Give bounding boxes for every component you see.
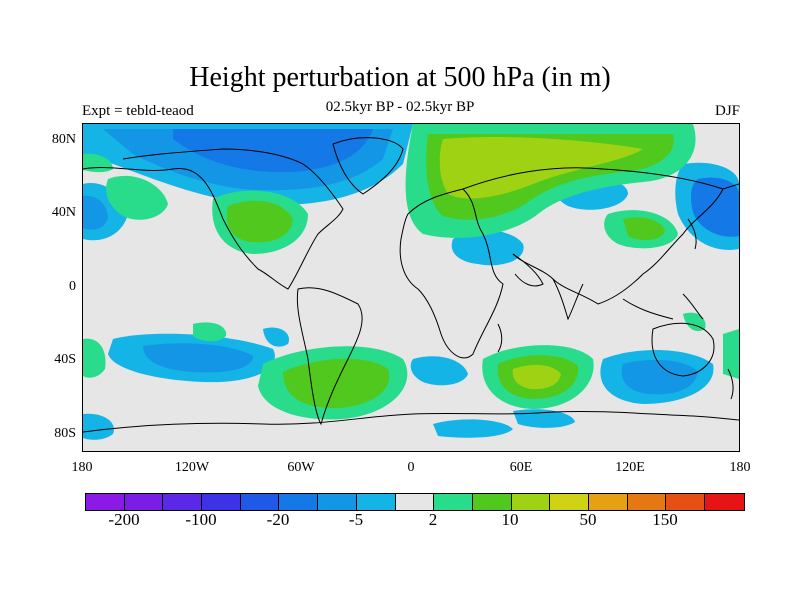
colorbar-label: -20 <box>266 510 290 529</box>
lat-label-40s: 40S <box>54 352 76 367</box>
s-ocean-low <box>83 413 114 440</box>
colorbar-cell <box>550 494 589 510</box>
lon-label-0: 0 <box>407 460 415 475</box>
colorbar-label: -200 <box>108 510 140 529</box>
new-zealand-coast <box>727 368 734 400</box>
antarctic-low <box>433 419 513 438</box>
lat-label-eq: 0 <box>69 279 76 294</box>
arabia-coast <box>512 253 544 287</box>
colorbar-cell <box>588 494 628 510</box>
colorbar-cell <box>124 494 164 510</box>
plot-title: Height perturbation at 500 hPa (in m) <box>189 62 611 93</box>
colorbar-label: 2 <box>428 510 438 529</box>
colorbar-cell <box>356 494 396 510</box>
experiment-label: Expt = tebld-teaod <box>82 103 194 119</box>
asia-coast <box>462 167 739 305</box>
colorbar-cell <box>434 494 473 510</box>
s-pacific-low-core <box>143 343 253 373</box>
s-indian-low-core <box>621 359 698 395</box>
japan-coast <box>687 218 697 250</box>
colorbar <box>85 493 745 511</box>
period-label: 02.5kyr BP - 02.5kyr BP <box>325 99 475 115</box>
n-pacific-low-core <box>83 195 108 230</box>
lon-label-180w: 180 <box>71 460 93 475</box>
lat-label-80n: 80N <box>51 132 76 147</box>
north-america-coast <box>83 148 344 290</box>
australia-high <box>683 312 706 332</box>
s-indian-high-center <box>512 364 561 390</box>
n-america-high-core <box>226 200 293 243</box>
lon-label-120e: 120E <box>615 460 645 475</box>
greenland-coast <box>332 137 404 195</box>
colorbar-cell <box>318 494 357 510</box>
se-asia-islands <box>622 293 704 320</box>
s-atlantic-low <box>410 356 468 386</box>
lon-label-60w: 60W <box>287 460 315 475</box>
lon-label-60e: 60E <box>509 460 533 475</box>
colorbar-cell <box>666 494 705 510</box>
colorbar-cell <box>472 494 512 510</box>
e-asia-high-core <box>623 217 665 241</box>
tropical-pacific-high <box>193 322 227 342</box>
colorbar-cell <box>86 494 125 510</box>
lat-label-40n: 40N <box>51 205 76 220</box>
lon-label-120w: 120W <box>174 460 210 475</box>
colorbar-cell <box>627 494 667 510</box>
se-pacific-high <box>83 338 106 378</box>
colorbar-label: 150 <box>652 510 678 529</box>
colorbar-label: -5 <box>348 510 364 529</box>
antarctica-coast <box>83 410 739 433</box>
se-pacific-low <box>263 327 289 347</box>
n-pacific-high <box>106 175 168 220</box>
eurasia-high-center <box>439 137 643 199</box>
colorbar-cell <box>511 494 551 510</box>
w-pacific-low-core <box>690 177 739 237</box>
far-east-high <box>723 329 739 379</box>
colorbar-cell <box>705 494 744 510</box>
lon-label-180e: 180 <box>729 460 751 475</box>
india-coast <box>552 278 584 321</box>
positive-anomaly-regions <box>83 124 739 420</box>
colorbar-cell <box>279 494 319 510</box>
south-america-coast <box>296 287 363 426</box>
colorbar-label: 50 <box>579 510 597 529</box>
australia-coast <box>651 322 715 377</box>
arctic-canada-low-center <box>173 129 373 173</box>
colorbar-cell <box>202 494 241 510</box>
colorbar-label: -100 <box>185 510 217 529</box>
colorbar-label: 10 <box>501 510 519 529</box>
season-label: DJF <box>714 103 740 119</box>
coastlines <box>83 137 739 433</box>
map-panel <box>82 123 740 452</box>
colorbar-cell <box>163 494 203 510</box>
antarctic-low-2 <box>513 409 575 428</box>
height-field-map <box>83 124 739 440</box>
colorbar-cell <box>395 494 435 510</box>
europe-africa-coast <box>399 188 504 359</box>
lat-label-80s: 80S <box>54 426 76 441</box>
negative-anomaly-regions <box>83 124 739 440</box>
colorbar-cell <box>240 494 280 510</box>
madagascar-coast <box>497 323 503 353</box>
